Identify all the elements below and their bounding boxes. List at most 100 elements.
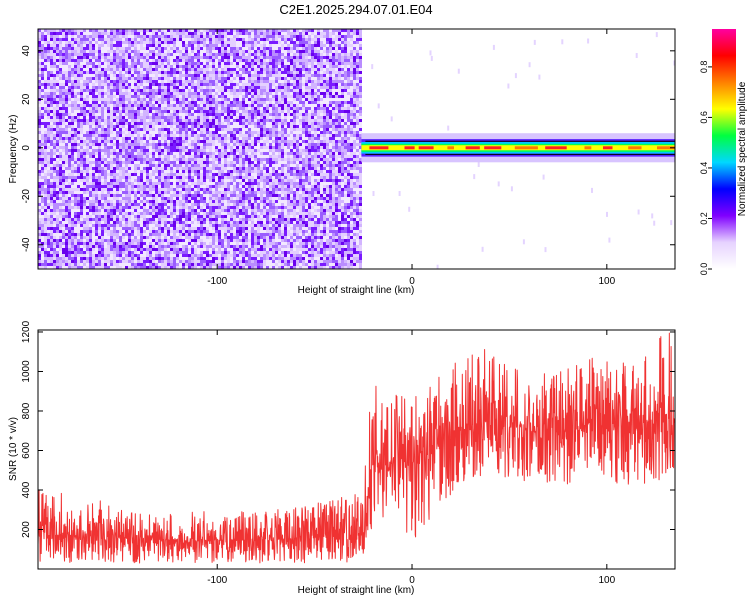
heatmap-cell-1353 [209, 65, 212, 68]
heatmap-cell-2466 [308, 95, 311, 98]
heatmap-cell-4120 [86, 143, 89, 146]
heatmap-cell-1253 [233, 62, 236, 65]
heatmap-cell-1674 [200, 74, 203, 77]
heatmap-cell-2073 [101, 86, 104, 89]
heatmap-cell-4110 [56, 143, 59, 146]
heatmap-cell-3305 [233, 119, 236, 122]
heatmap-cell-739 [311, 47, 314, 50]
heatmap-cell-2751 [191, 104, 194, 107]
heatmap-cell-4990 [104, 167, 107, 170]
heatmap-cell-3659 [323, 128, 326, 131]
heatmap-cell-1562 [188, 71, 191, 74]
heatmap-cell-274 [212, 35, 215, 38]
heatmap-cell-4288 [266, 146, 269, 149]
heatmap-cell-4082 [296, 140, 299, 143]
heatmap-cell-898 [140, 53, 143, 56]
heatmap-cell-3759 [299, 131, 302, 134]
heatmap-cell-262 [176, 35, 179, 38]
heatmap-cell-3451 [347, 122, 350, 125]
heatmap-cell-2399 [107, 95, 110, 98]
heatmap-cell-1337 [161, 65, 164, 68]
heatmap-cell-3589 [113, 128, 116, 131]
heatmap-cell-185 [269, 32, 272, 35]
heatmap-cell-4652 [62, 158, 65, 161]
heatmap-cell-4528 [338, 152, 341, 155]
heatmap-cell-1851 [83, 80, 86, 83]
heatmap-cell-999 [119, 56, 122, 59]
heatmap-cell-4611 [263, 155, 266, 158]
heatmap-cell-2220 [218, 89, 221, 92]
heatmap-cell-3942 [200, 137, 203, 140]
heatmap-cell-1046 [260, 56, 263, 59]
heatmap-cell-1827 [335, 77, 338, 80]
heatmap-cell-3683 [71, 131, 74, 134]
heatmap-cell-3391 [167, 122, 170, 125]
heatmap-cell-390 [236, 38, 239, 41]
heatmap-cell-4069 [257, 140, 260, 143]
heatmap-cell-2165 [53, 89, 56, 92]
heatmap-cell-4875 [83, 164, 86, 167]
heatmap-cell-2615 [107, 101, 110, 104]
heatmap-cell-600 [218, 44, 221, 47]
heatmap-cell-1691 [251, 74, 254, 77]
heatmap-cell-4534 [356, 152, 359, 155]
heatmap-cell-4804 [194, 161, 197, 164]
heatmap-cell-2269 [41, 92, 44, 95]
heatmap-cell-1856 [98, 80, 101, 83]
heatmap-cell-4289 [269, 146, 272, 149]
heatmap-cell-3544 [302, 125, 305, 128]
heatmap-cell-4828 [266, 161, 269, 164]
heatmap-cell-642 [344, 44, 347, 47]
heatmap-cell-78 [272, 29, 275, 32]
heatmap-cell-650 [44, 47, 47, 50]
heatmap-cell-4156 [194, 143, 197, 146]
heatmap-cell-15 [83, 29, 86, 32]
heatmap-cell-3757 [293, 131, 296, 134]
heatmap-cell-4619 [287, 155, 290, 158]
heatmap-cell-4848 [326, 161, 329, 164]
heatmap-cell-3735 [227, 131, 230, 134]
heatmap-cell-313 [329, 35, 332, 38]
heatmap-cell-1904 [242, 80, 245, 83]
heatmap-cell-79 [275, 29, 278, 32]
heatmap-cell-2420 [170, 95, 173, 98]
heatmap-cell-4587 [191, 155, 194, 158]
heatmap-cell-3241 [41, 119, 44, 122]
heatmap-cell-4765 [77, 161, 80, 164]
heatmap-cell-2327 [215, 92, 218, 95]
heatmap-cell-2440 [230, 95, 233, 98]
heatmap-cell-4226 [80, 146, 83, 149]
heatmap-cell-1892 [206, 80, 209, 83]
heatmap-cell-1043 [251, 56, 254, 59]
heatmap-cell-1555 [167, 71, 170, 74]
heatmap-cell-2190 [128, 89, 131, 92]
heatmap-cell-2689 [329, 101, 332, 104]
heatmap-cell-4183 [275, 143, 278, 146]
heatmap-cell-4068 [254, 140, 257, 143]
heatmap-cell-4218 [56, 146, 59, 149]
heatmap-cell-2472 [326, 95, 329, 98]
heatmap-cell-4299 [299, 146, 302, 149]
heatmap-cell-3654 [308, 128, 311, 131]
heatmap-cell-92 [314, 29, 317, 32]
heatmap-cell-604 [230, 44, 233, 47]
heatmap-cell-4203 [335, 143, 338, 146]
heatmap-cell-1334 [152, 65, 155, 68]
heatmap-cell-3249 [65, 119, 68, 122]
heatmap-cell-4116 [74, 143, 77, 146]
heatmap-cell-962 [332, 53, 335, 56]
heatmap-cell-169 [221, 32, 224, 35]
heatmap-cell-4642 [356, 155, 359, 158]
heatmap-cell-1156 [266, 59, 269, 62]
heatmap-cell-1531 [95, 71, 98, 74]
heatmap-cell-1880 [170, 80, 173, 83]
heatmap-cell-3429 [281, 122, 284, 125]
heatmap-cell-38 [152, 29, 155, 32]
heatmap-cell-1421 [89, 68, 92, 71]
heatmap-cell-1742 [80, 77, 83, 80]
heatmap-cell-945 [281, 53, 284, 56]
heatmap-cell-1584 [254, 71, 257, 74]
heatmap-cell-3825 [173, 134, 176, 137]
heatmap-cell-4127 [107, 143, 110, 146]
heatmap-cell-114 [56, 32, 59, 35]
